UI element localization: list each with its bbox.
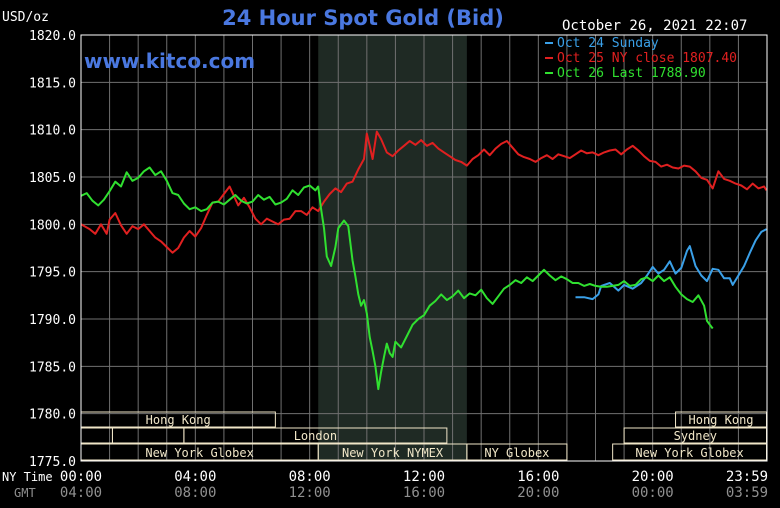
y-tick-label: 1805.0 <box>29 171 76 186</box>
x-axis: NY TimeGMT00:0004:0004:0008:0008:0012:00… <box>2 469 768 501</box>
x-tick-label-ny: 20:00 <box>632 469 674 485</box>
x-tick-label-gmt: 20:00 <box>517 485 559 501</box>
x-tick-label-gmt: 03:59 <box>726 485 768 501</box>
session-label: Hong Kong <box>689 413 754 427</box>
unit-label: USD/oz <box>2 10 49 25</box>
session-label: New York Globex <box>635 446 743 460</box>
chart-title: 24 Hour Spot Gold (Bid) <box>222 6 504 30</box>
price-series <box>80 130 768 391</box>
x-tick-label-ny: 12:00 <box>403 469 445 485</box>
chart-datetime: October 26, 2021 22:07 <box>562 18 747 34</box>
y-tick-label: 1810.0 <box>29 124 76 139</box>
x-tick-label-gmt: 12:00 <box>289 485 331 501</box>
legend-entry: Oct 25 NY close 1807.40 <box>557 51 737 66</box>
y-axis: 1775.0 1780.0 1785.0 1790.0 1795.0 1800.0 1805… <box>29 29 76 470</box>
x-tick-label-ny: 08:00 <box>289 469 331 485</box>
legend-entry: Oct 26 Last 1788.90 <box>557 66 706 81</box>
session-label: Hong Kong <box>146 413 211 427</box>
y-tick-label: 1775.0 <box>29 455 76 470</box>
x-tick-label-gmt: 04:00 <box>60 485 102 501</box>
session-label: New York NYMEX <box>342 446 444 460</box>
y-tick-label: 1800.0 <box>29 218 76 233</box>
x-row-label-ny: NY Time <box>2 470 53 484</box>
x-tick-label-ny: 04:00 <box>174 469 216 485</box>
series-line-close <box>80 130 768 254</box>
session-label: NY Globex <box>484 446 549 460</box>
plot-frame <box>80 34 768 462</box>
x-tick-label-ny: 23:59 <box>726 469 768 485</box>
site-watermark: www.kitco.com <box>84 49 255 73</box>
y-tick-label: 1790.0 <box>29 313 76 328</box>
x-tick-label-gmt: 08:00 <box>174 485 216 501</box>
x-tick-label-ny: 16:00 <box>517 469 559 485</box>
y-tick-label: 1815.0 <box>29 76 76 91</box>
nymex-session-shade <box>318 35 467 461</box>
y-tick-label: 1780.0 <box>29 408 76 423</box>
x-tick-label-ny: 00:00 <box>60 469 102 485</box>
y-tick-label: 1785.0 <box>29 360 76 375</box>
x-tick-label-gmt: 00:00 <box>632 485 674 501</box>
session-box <box>466 443 568 461</box>
session-label: Sydney <box>674 429 717 443</box>
session-box <box>183 427 448 444</box>
y-tick-label: 1795.0 <box>29 266 76 281</box>
x-row-label-gmt: GMT <box>14 486 36 500</box>
session-label: London <box>294 429 337 443</box>
legend-entry: Oct 24 Sunday <box>557 36 659 51</box>
y-tick-label: 1820.0 <box>29 29 76 44</box>
series-line-last <box>80 166 714 391</box>
session-label: New York Globex <box>145 446 253 460</box>
x-tick-label-gmt: 16:00 <box>403 485 445 501</box>
trading-sessions: Hong Kong Hong Kong London Sydney New York G… <box>80 411 768 461</box>
